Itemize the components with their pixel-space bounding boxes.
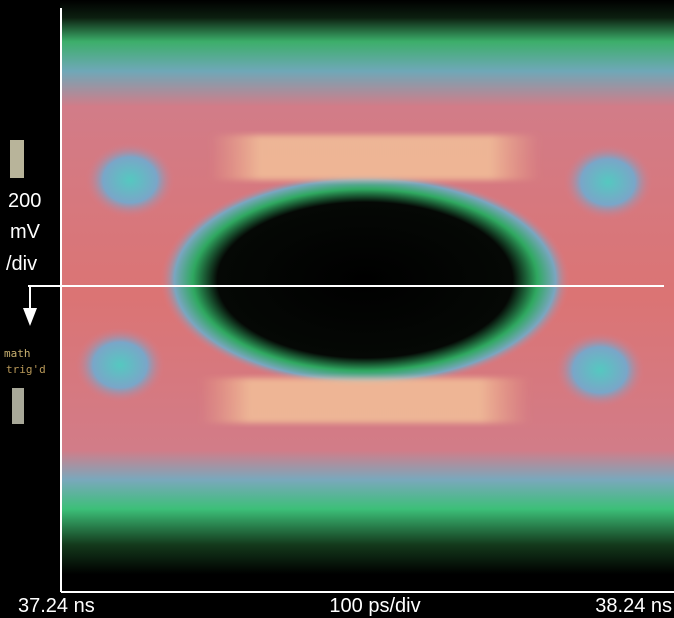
volts-unit: mV bbox=[10, 221, 41, 243]
scope-screen: 200 mV /div math trig'd 37.24 ns 100 ps/… bbox=[0, 0, 674, 618]
indicator-block bbox=[12, 388, 24, 424]
status-trig: trig'd bbox=[6, 363, 46, 376]
lower-level-streak bbox=[200, 378, 530, 423]
volts-per-div: /div bbox=[6, 253, 37, 275]
time-start: 37.24 ns bbox=[18, 595, 95, 617]
crossing-spot bbox=[85, 142, 175, 218]
upper-level-streak bbox=[210, 135, 540, 180]
status-math: math bbox=[4, 347, 31, 360]
indicator-block bbox=[10, 140, 24, 178]
volts-value: 200 bbox=[8, 190, 41, 212]
crossing-spot bbox=[75, 327, 165, 403]
time-end: 38.24 ns bbox=[595, 595, 672, 617]
eye-opening bbox=[160, 172, 570, 388]
crossing-spot bbox=[563, 144, 653, 220]
crossing-spot bbox=[555, 332, 645, 408]
time-scale: 100 ps/div bbox=[329, 595, 420, 617]
